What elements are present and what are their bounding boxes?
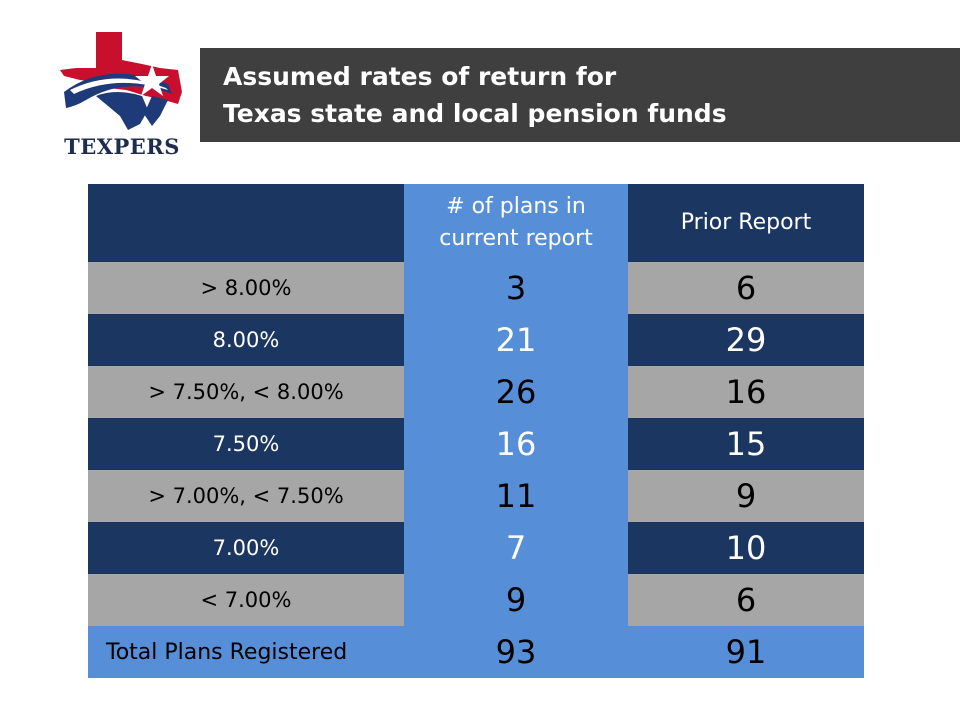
prior-count: 29	[628, 314, 864, 366]
title-line-1: Assumed rates of return for	[223, 62, 617, 91]
current-count: 11	[404, 470, 628, 522]
current-count: 9	[404, 574, 628, 626]
rates-table: # of plans in current report Prior Repor…	[88, 184, 864, 678]
texas-map-star-icon	[60, 32, 182, 130]
current-count: 21	[404, 314, 628, 366]
header-blank-cell	[88, 184, 404, 262]
prior-count: 6	[628, 262, 864, 314]
header-prior-report: Prior Report	[628, 184, 864, 262]
header-current-report: # of plans in current report	[404, 184, 628, 262]
total-row: Total Plans Registered 93 91	[88, 626, 864, 678]
total-prior: 91	[628, 626, 864, 678]
row-label: > 8.00%	[88, 262, 404, 314]
page-title: Assumed rates of return for Texas state …	[200, 48, 960, 142]
row-label: 7.50%	[88, 418, 404, 470]
total-label: Total Plans Registered	[88, 626, 404, 678]
current-count: 16	[404, 418, 628, 470]
table-row: > 8.00% 3 6	[88, 262, 864, 314]
row-label: > 7.00%, < 7.50%	[88, 470, 404, 522]
table-row: < 7.00% 9 6	[88, 574, 864, 626]
table-header-row: # of plans in current report Prior Repor…	[88, 184, 864, 262]
prior-count: 6	[628, 574, 864, 626]
table-row: 8.00% 21 29	[88, 314, 864, 366]
current-count: 7	[404, 522, 628, 574]
total-current: 93	[404, 626, 628, 678]
current-count: 3	[404, 262, 628, 314]
table-row: > 7.50%, < 8.00% 26 16	[88, 366, 864, 418]
row-label: < 7.00%	[88, 574, 404, 626]
current-count: 26	[404, 366, 628, 418]
row-label: 7.00%	[88, 522, 404, 574]
table-row: > 7.00%, < 7.50% 11 9	[88, 470, 864, 522]
texpers-logo: TEXPERS	[56, 30, 188, 162]
table-row: 7.00% 7 10	[88, 522, 864, 574]
prior-count: 16	[628, 366, 864, 418]
row-label: 8.00%	[88, 314, 404, 366]
prior-count: 9	[628, 470, 864, 522]
prior-count: 15	[628, 418, 864, 470]
title-line-2: Texas state and local pension funds	[223, 99, 727, 128]
logo-wordmark: TEXPERS	[64, 134, 180, 159]
prior-count: 10	[628, 522, 864, 574]
table-row: 7.50% 16 15	[88, 418, 864, 470]
row-label: > 7.50%, < 8.00%	[88, 366, 404, 418]
